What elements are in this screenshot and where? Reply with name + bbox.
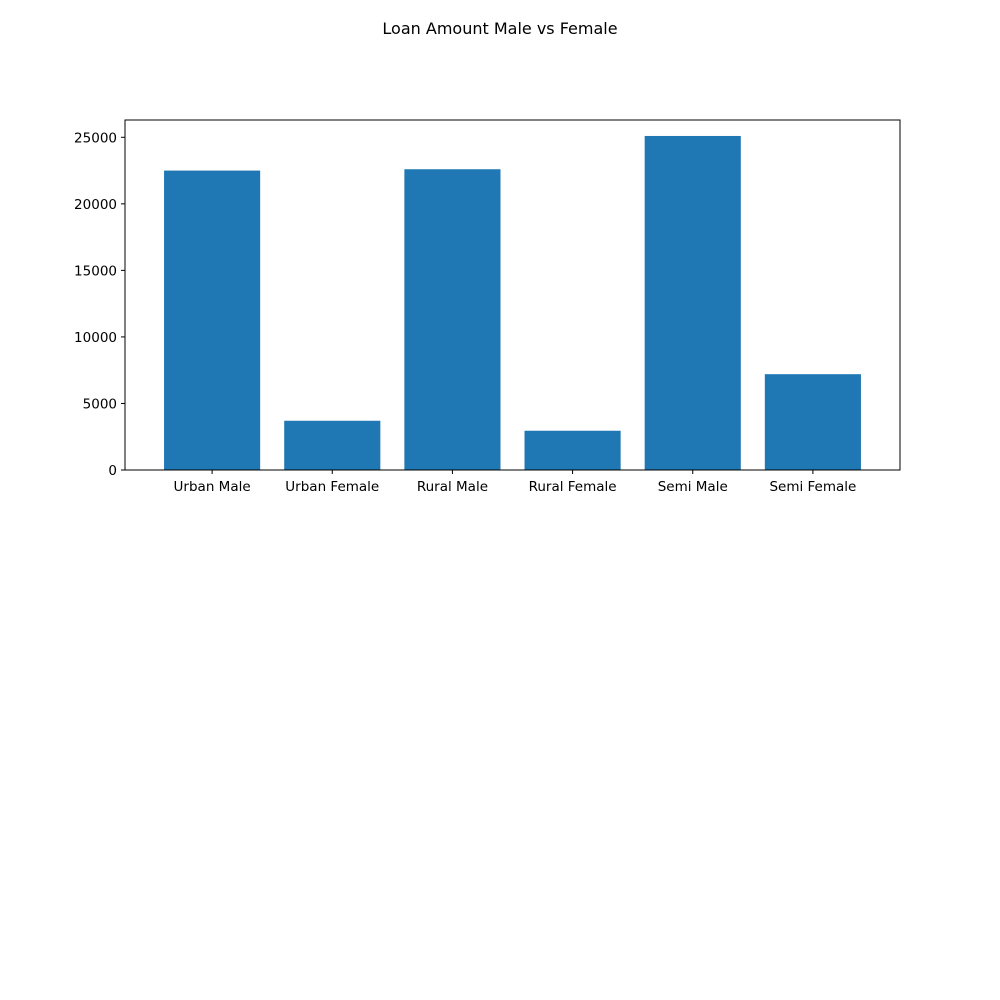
y-tick-label: 20000 bbox=[74, 197, 117, 213]
bar-rural-female bbox=[524, 430, 621, 470]
y-tick-label: 25000 bbox=[74, 130, 117, 146]
bar-semi-female bbox=[764, 374, 861, 470]
chart-title: Loan Amount Male vs Female bbox=[382, 19, 617, 38]
bar-rural-male bbox=[404, 169, 501, 470]
y-axis: 0 5000 10000 15000 20000 25000 bbox=[74, 130, 125, 479]
x-tick-label: Rural Male bbox=[417, 479, 488, 495]
bars-layer bbox=[164, 135, 861, 470]
y-tick-label: 0 bbox=[108, 463, 117, 479]
x-tick-label: Urban Male bbox=[174, 479, 251, 495]
y-tick-label: 10000 bbox=[74, 330, 117, 346]
x-tick-label: Rural Female bbox=[529, 479, 617, 495]
bar-urban-female bbox=[284, 420, 381, 470]
y-tick-label: 5000 bbox=[83, 396, 117, 412]
x-tick-label: Semi Female bbox=[769, 479, 856, 495]
bar-urban-male bbox=[164, 170, 261, 470]
x-tick-label: Semi Male bbox=[658, 479, 728, 495]
x-axis: Urban Male Urban Female Rural Male Rural Fe… bbox=[174, 470, 856, 495]
x-tick-label: Urban Female bbox=[285, 479, 379, 495]
bar-semi-male bbox=[644, 135, 741, 470]
y-tick-label: 15000 bbox=[74, 263, 117, 279]
plot-frame bbox=[124, 119, 901, 471]
